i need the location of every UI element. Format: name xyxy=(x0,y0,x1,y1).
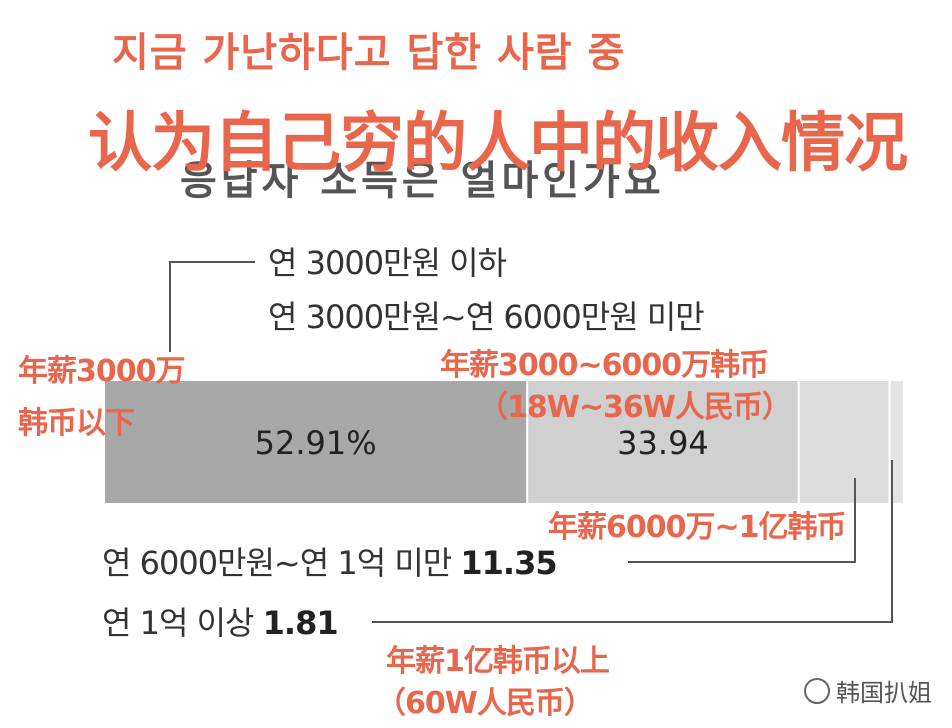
legend-cat4-name: 연 1억 이상 xyxy=(102,604,254,642)
data-label-2: 33.94 xyxy=(617,424,709,462)
leader-line-cat4 xyxy=(372,460,893,623)
legend-label-cat2: 연 3000만원~연 6000만원 미만 xyxy=(268,298,705,336)
legend-label-cat4: 연 1억 이상 1.81 xyxy=(102,598,339,644)
annotation-cat2-line1: 年薪3000~6000万韩币 xyxy=(440,348,769,383)
legend-cat4-value: 1.81 xyxy=(262,604,339,642)
wechat-icon xyxy=(804,678,830,704)
bar-segment-4 xyxy=(888,379,905,505)
watermark-text: 韩国扒姐 xyxy=(836,679,932,707)
annotation-cat1-line2: 韩币以下 xyxy=(18,406,135,441)
leader-line-cat1 xyxy=(169,261,255,352)
annotation-cat4-line1: 年薪1亿韩币以上 xyxy=(386,644,610,679)
watermark: 韩国扒姐 xyxy=(804,673,932,708)
legend-cat3-name: 연 6000만원~연 1억 미만 xyxy=(102,544,452,582)
legend-cat3-value: 11.35 xyxy=(460,544,557,582)
annotation-cat2-line2: （18W~36W人民币） xyxy=(478,390,792,425)
annotation-cat3: 年薪6000万~1亿韩币 xyxy=(548,510,847,545)
data-label-1: 52.91% xyxy=(255,424,377,462)
legend-label-cat3: 연 6000만원~연 1억 미만 11.35 xyxy=(102,538,558,584)
chart-title-korean: 지금 가난하다고 답한 사람 중 xyxy=(112,30,626,76)
bar-segment-3 xyxy=(797,379,891,505)
annotation-cat4-line2: （60W人民币） xyxy=(376,686,594,721)
leader-line-cat3 xyxy=(628,478,856,563)
legend-label-cat1: 연 3000만원 이하 xyxy=(268,244,507,282)
annotation-cat1-line1: 年薪3000万 xyxy=(18,354,185,389)
chart-subtitle-korean: 응답자 소득은 얼마인가요 xyxy=(180,158,665,204)
bar-segment-1 xyxy=(103,379,529,505)
chart-title-chinese: 认为自己穷的人中的收入情况 xyxy=(88,107,908,181)
